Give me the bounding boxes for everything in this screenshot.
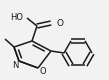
Text: HO: HO (10, 12, 23, 22)
Text: O: O (40, 68, 46, 76)
Text: N: N (12, 62, 18, 70)
Text: O: O (56, 18, 63, 28)
